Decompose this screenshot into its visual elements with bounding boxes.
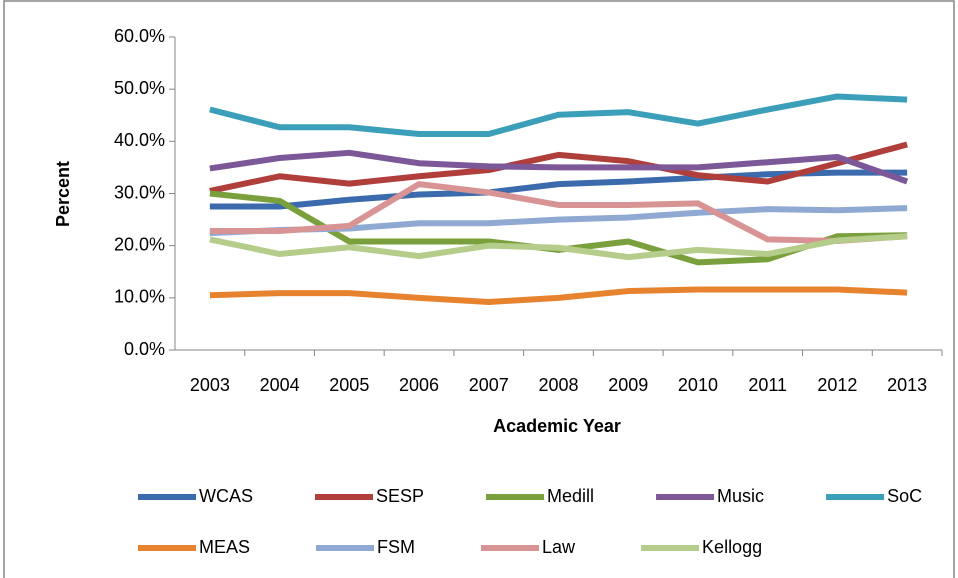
x-tick-label: 2013 <box>887 375 927 395</box>
legend-label: WCAS <box>199 486 253 506</box>
y-tick-label: 40.0% <box>114 130 165 150</box>
x-tick-label: 2003 <box>190 375 230 395</box>
x-tick-label: 2007 <box>469 375 509 395</box>
legend-label: Medill <box>547 486 594 506</box>
series-line <box>209 141 908 194</box>
y-tick-label: 10.0% <box>114 287 165 307</box>
x-tick-label: 2004 <box>260 375 300 395</box>
y-tick-label: 30.0% <box>114 182 165 202</box>
chart-border <box>3 0 955 578</box>
legend-label: Music <box>717 486 764 506</box>
x-tick-label: 2006 <box>399 375 439 395</box>
y-tick-label: 20.0% <box>114 234 165 254</box>
x-tick-label: 2011 <box>748 375 787 395</box>
series-line <box>209 233 908 261</box>
legend-label: SoC <box>887 486 922 506</box>
y-axis-title: Percent <box>53 161 73 227</box>
x-tick-label: 2010 <box>678 375 718 395</box>
legend-label: SESP <box>376 486 424 506</box>
y-tick-label: 50.0% <box>114 78 165 98</box>
x-tick-label: 2005 <box>329 375 369 395</box>
legend-label: Law <box>542 537 576 557</box>
x-tick-label: 2008 <box>538 375 578 395</box>
x-tick-label: 2012 <box>817 375 857 395</box>
series-line <box>209 149 909 185</box>
legend-label: MEAS <box>199 537 250 557</box>
legend-label: FSM <box>377 537 415 557</box>
y-tick-label: 60.0% <box>114 26 165 46</box>
series-line <box>209 286 908 306</box>
legend-label: Kellogg <box>702 537 762 557</box>
series-line <box>209 181 908 244</box>
y-tick-label: 0.0% <box>124 339 165 359</box>
x-tick-label: 2009 <box>608 375 648 395</box>
x-axis-title: Academic Year <box>493 416 621 436</box>
series-line <box>209 93 908 138</box>
